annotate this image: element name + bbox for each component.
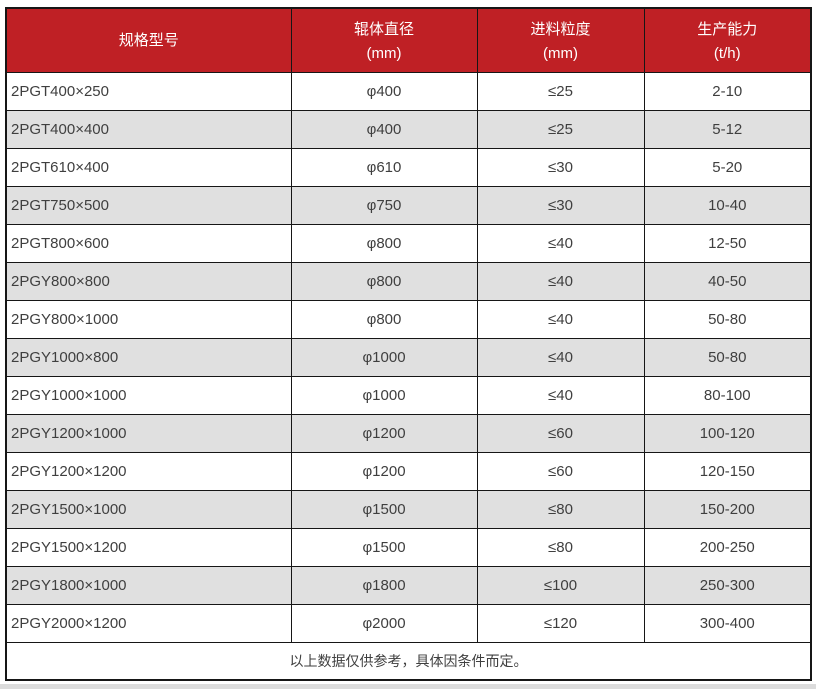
header-feed-size-label: 进料粒度 <box>530 20 591 38</box>
cell-roller-diameter: φ400 <box>290 110 478 149</box>
cell-roller-diameter: φ800 <box>290 262 478 301</box>
spec-table-footer: 以上数据仅供参考，具体因条件而定。 <box>5 642 812 681</box>
cell-capacity: 100-120 <box>643 414 812 453</box>
table-row: 2PGT750×500 φ750 ≤30 10-40 <box>5 186 812 225</box>
footnote: 以上数据仅供参考，具体因条件而定。 <box>5 642 812 681</box>
table-row: 2PGT400×400 φ400 ≤25 5-12 <box>5 110 812 149</box>
cell-roller-diameter: φ1800 <box>290 566 478 605</box>
header-model-label: 规格型号 <box>118 32 179 49</box>
cell-roller-diameter: φ400 <box>290 72 478 111</box>
cell-model: 2PGT610×400 <box>5 148 292 187</box>
table-row: 2PGY1500×1000 φ1500 ≤80 150-200 <box>5 490 812 529</box>
cell-roller-diameter: φ1000 <box>290 376 478 415</box>
table-row: 2PGY1000×800 φ1000 ≤40 50-80 <box>5 338 812 377</box>
cell-roller-diameter: φ800 <box>290 224 478 263</box>
cell-roller-diameter: φ750 <box>290 186 478 225</box>
cell-roller-diameter: φ610 <box>290 148 478 187</box>
table-row: 2PGY1200×1200 φ1200 ≤60 120-150 <box>5 452 812 491</box>
table-row: 2PGT610×400 φ610 ≤30 5-20 <box>5 148 812 187</box>
header-capacity-unit: (t/h) <box>713 44 741 62</box>
cell-capacity: 120-150 <box>643 452 812 491</box>
table-row: 2PGY1000×1000 φ1000 ≤40 80-100 <box>5 376 812 415</box>
cell-capacity: 50-80 <box>643 300 812 339</box>
cell-feed-size: ≤80 <box>476 490 645 529</box>
header-capacity-label: 生产能力 <box>697 20 758 38</box>
cell-roller-diameter: φ1500 <box>290 528 478 567</box>
header-capacity: 生产能力 (t/h) <box>643 7 812 73</box>
header-model: 规格型号 <box>5 7 292 73</box>
cell-model: 2PGY800×1000 <box>5 300 292 339</box>
cell-capacity: 40-50 <box>643 262 812 301</box>
cell-feed-size: ≤25 <box>476 72 645 111</box>
cell-feed-size: ≤40 <box>476 376 645 415</box>
cell-capacity: 250-300 <box>643 566 812 605</box>
cell-model: 2PGY1500×1000 <box>5 490 292 529</box>
table-row: 2PGY800×1000 φ800 ≤40 50-80 <box>5 300 812 339</box>
cell-capacity: 150-200 <box>643 490 812 529</box>
footnote-row: 以上数据仅供参考，具体因条件而定。 <box>5 642 812 681</box>
cell-roller-diameter: φ1200 <box>290 414 478 453</box>
cell-feed-size: ≤40 <box>476 338 645 377</box>
header-feed-size-unit: (mm) <box>543 44 578 62</box>
header-feed-size: 进料粒度 (mm) <box>476 7 645 73</box>
cell-roller-diameter: φ2000 <box>290 604 478 643</box>
table-row: 2PGY1200×1000 φ1200 ≤60 100-120 <box>5 414 812 453</box>
cell-model: 2PGY800×800 <box>5 262 292 301</box>
cell-model: 2PGY1000×1000 <box>5 376 292 415</box>
cell-feed-size: ≤80 <box>476 528 645 567</box>
cell-roller-diameter: φ1200 <box>290 452 478 491</box>
bottom-shadow <box>0 684 816 689</box>
spec-table: 规格型号 辊体直径 (mm) 进料粒度 (mm) 生产能力 (t/h) 2PGT… <box>5 7 812 681</box>
cell-capacity: 50-80 <box>643 338 812 377</box>
table-row: 2PGT800×600 φ800 ≤40 12-50 <box>5 224 812 263</box>
cell-model: 2PGY1500×1200 <box>5 528 292 567</box>
cell-model: 2PGT400×250 <box>5 72 292 111</box>
header-roller-diameter: 辊体直径 (mm) <box>290 7 478 73</box>
cell-capacity: 5-20 <box>643 148 812 187</box>
cell-capacity: 5-12 <box>643 110 812 149</box>
table-row: 2PGY1800×1000 φ1800 ≤100 250-300 <box>5 566 812 605</box>
cell-capacity: 12-50 <box>643 224 812 263</box>
cell-feed-size: ≤60 <box>476 414 645 453</box>
cell-capacity: 10-40 <box>643 186 812 225</box>
cell-feed-size: ≤30 <box>476 186 645 225</box>
cell-roller-diameter: φ1500 <box>290 490 478 529</box>
cell-feed-size: ≤30 <box>476 148 645 187</box>
cell-capacity: 2-10 <box>643 72 812 111</box>
cell-feed-size: ≤60 <box>476 452 645 491</box>
spec-table-header: 规格型号 辊体直径 (mm) 进料粒度 (mm) 生产能力 (t/h) <box>5 7 812 73</box>
cell-capacity: 300-400 <box>643 604 812 643</box>
cell-feed-size: ≤100 <box>476 566 645 605</box>
cell-model: 2PGY1800×1000 <box>5 566 292 605</box>
cell-roller-diameter: φ800 <box>290 300 478 339</box>
cell-feed-size: ≤40 <box>476 300 645 339</box>
cell-feed-size: ≤40 <box>476 262 645 301</box>
header-roller-diameter-label: 辊体直径 <box>353 20 414 38</box>
cell-model: 2PGY1200×1200 <box>5 452 292 491</box>
table-row: 2PGY2000×1200 φ2000 ≤120 300-400 <box>5 604 812 643</box>
table-row: 2PGT400×250 φ400 ≤25 2-10 <box>5 72 812 111</box>
cell-capacity: 80-100 <box>643 376 812 415</box>
spec-table-body: 2PGT400×250 φ400 ≤25 2-10 2PGT400×400 φ400 ≤25… <box>5 72 812 643</box>
cell-feed-size: ≤120 <box>476 604 645 643</box>
cell-model: 2PGY2000×1200 <box>5 604 292 643</box>
cell-feed-size: ≤25 <box>476 110 645 149</box>
cell-model: 2PGY1200×1000 <box>5 414 292 453</box>
header-row: 规格型号 辊体直径 (mm) 进料粒度 (mm) 生产能力 (t/h) <box>5 7 812 73</box>
cell-model: 2PGT750×500 <box>5 186 292 225</box>
table-row: 2PGY800×800 φ800 ≤40 40-50 <box>5 262 812 301</box>
cell-model: 2PGT800×600 <box>5 224 292 263</box>
cell-feed-size: ≤40 <box>476 224 645 263</box>
header-roller-diameter-unit: (mm) <box>366 44 402 62</box>
cell-model: 2PGT400×400 <box>5 110 292 149</box>
cell-model: 2PGY1000×800 <box>5 338 292 377</box>
cell-roller-diameter: φ1000 <box>290 338 478 377</box>
table-row: 2PGY1500×1200 φ1500 ≤80 200-250 <box>5 528 812 567</box>
cell-capacity: 200-250 <box>643 528 812 567</box>
